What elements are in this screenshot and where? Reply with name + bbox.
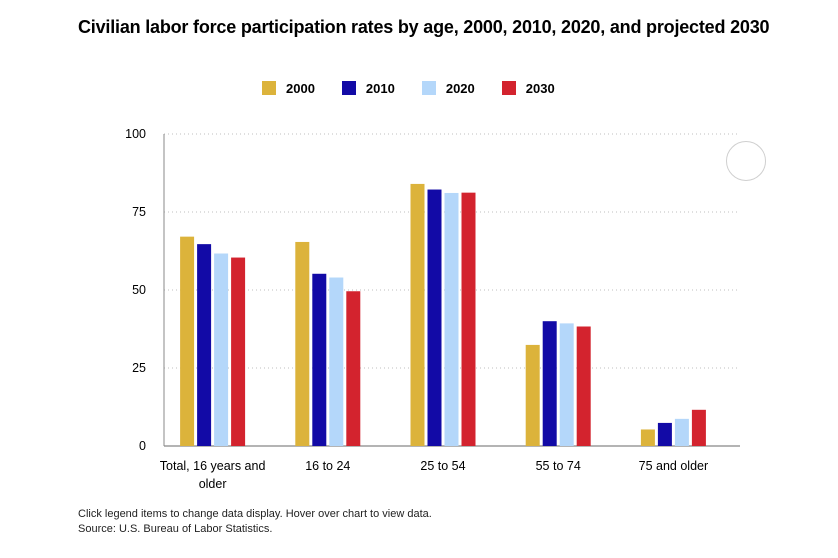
bar-2010-2[interactable]: [427, 189, 442, 446]
bar-2010-1[interactable]: [312, 273, 327, 446]
y-tick-label: 25: [132, 361, 146, 375]
bar-2000-3[interactable]: [525, 344, 540, 446]
bar-2020-3[interactable]: [559, 323, 574, 446]
bar-2030-0[interactable]: [231, 257, 246, 446]
bar-2000-1[interactable]: [295, 241, 310, 446]
legend-item-2000[interactable]: 2000: [262, 81, 315, 96]
bar-2020-0[interactable]: [214, 253, 229, 446]
bars: [180, 183, 706, 447]
bar-2010-4[interactable]: [657, 422, 672, 446]
axis-labels: 0 25 50 75 100 Total, 16 years and older 16 to …: [125, 127, 708, 491]
bar-2000-0[interactable]: [180, 236, 195, 446]
legend-item-2020[interactable]: 2020: [421, 80, 475, 96]
bar-2020-2[interactable]: [444, 192, 459, 446]
legend-swatch-2010: [341, 81, 356, 95]
footer-note: Click legend items to change data displa…: [78, 508, 432, 520]
bar-2010-0[interactable]: [197, 244, 212, 446]
bar-2030-4[interactable]: [691, 409, 706, 446]
chart-footer: Click legend items to change data displa…: [78, 507, 432, 537]
legend-label-2000: 2000: [286, 80, 315, 96]
legend-swatch-2020: [421, 81, 436, 95]
chart-control-button[interactable]: [726, 141, 766, 181]
bar-2030-1[interactable]: [346, 291, 361, 446]
x-tick-label: 55 to 74: [536, 459, 581, 473]
legend-item-2010[interactable]: 2010: [341, 80, 395, 96]
bar-2030-2[interactable]: [461, 192, 476, 446]
y-tick-label: 100: [125, 127, 146, 141]
chart-legend: 2000 2010 2020 2030: [262, 78, 582, 98]
bar-2020-4[interactable]: [674, 418, 689, 446]
bar-2000-4[interactable]: [640, 429, 655, 446]
legend-swatch-2030: [501, 81, 516, 95]
bar-2000-2[interactable]: [410, 183, 425, 447]
bar-2020-1[interactable]: [329, 277, 344, 446]
x-tick-label: Total, 16 years and older: [160, 459, 266, 491]
footer-source: Source: U.S. Bureau of Labor Statistics.: [78, 523, 273, 535]
bar-2030-3[interactable]: [576, 326, 591, 446]
legend-label-2020: 2020: [445, 80, 475, 96]
legend-label-2010: 2010: [365, 80, 395, 96]
x-tick-label: 16 to 24: [305, 459, 350, 473]
chart-title: Civilian labor force participation rates…: [78, 17, 770, 37]
y-tick-label: 75: [132, 205, 146, 219]
legend-item-2030[interactable]: 2030: [501, 80, 555, 96]
legend-swatch-2000: [262, 81, 276, 95]
y-tick-label: 50: [132, 283, 146, 297]
y-tick-label: 0: [139, 439, 146, 453]
x-tick-label: 25 to 54: [420, 459, 465, 473]
x-tick-label: 75 and older: [639, 459, 709, 473]
bar-2010-3[interactable]: [542, 321, 557, 446]
legend-label-2030: 2030: [525, 80, 555, 96]
